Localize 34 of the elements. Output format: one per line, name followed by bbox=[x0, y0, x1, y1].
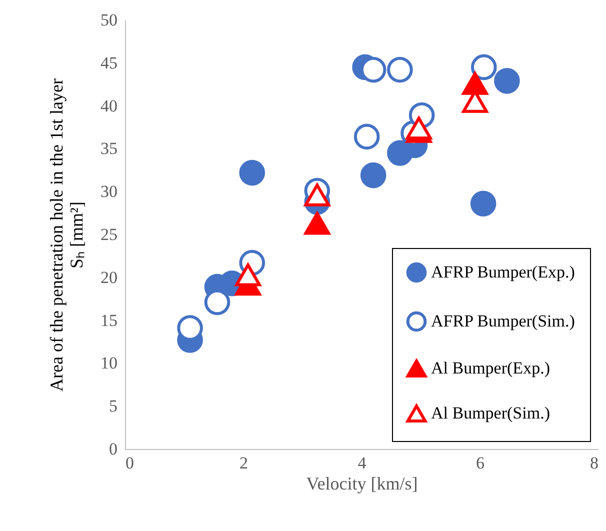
x-tick-label: 2 bbox=[240, 454, 248, 472]
point bbox=[239, 160, 266, 186]
x-tick-label: 4 bbox=[358, 454, 367, 472]
legend-label: AFRP Bumper(Exp.) bbox=[431, 262, 575, 282]
y-tick-label: 15 bbox=[100, 310, 118, 330]
y-tick-label: 40 bbox=[100, 96, 118, 116]
point bbox=[304, 212, 330, 235]
point bbox=[406, 116, 432, 140]
point bbox=[470, 190, 496, 216]
legend-label: Al Bumper(Sim.) bbox=[431, 404, 550, 422]
point bbox=[360, 162, 386, 188]
point bbox=[462, 72, 488, 95]
y-tick-label: 45 bbox=[100, 53, 118, 72]
y-tick-label: 5 bbox=[109, 396, 118, 416]
legend-label: Al Bumper(Exp.) bbox=[431, 358, 550, 378]
y-tick-label: 50 bbox=[100, 10, 118, 30]
point bbox=[354, 124, 380, 150]
y-tick-label: 20 bbox=[100, 268, 118, 287]
y-tick-label: 10 bbox=[100, 354, 118, 373]
x-tick-label: 0 bbox=[126, 454, 134, 472]
point bbox=[470, 54, 497, 80]
x-tick-label: 8 bbox=[590, 454, 598, 472]
x-axis-title: Velocity [km/s] bbox=[306, 474, 418, 494]
point bbox=[494, 68, 520, 94]
point bbox=[304, 184, 330, 206]
legend-label: AFRP Bumper(Sim.) bbox=[431, 312, 575, 330]
y-tick-label: 30 bbox=[100, 182, 118, 202]
y-tick-label: 0 bbox=[109, 440, 118, 458]
point bbox=[235, 263, 261, 286]
y-tick-label: 35 bbox=[100, 139, 118, 158]
x-tick-label: 6 bbox=[476, 454, 484, 472]
y-tick-label: 25 bbox=[100, 225, 118, 244]
point bbox=[387, 56, 413, 83]
y-axis-title: Area of the penetration hole in the 1st layer Sₕ [mm²] bbox=[46, 78, 86, 392]
